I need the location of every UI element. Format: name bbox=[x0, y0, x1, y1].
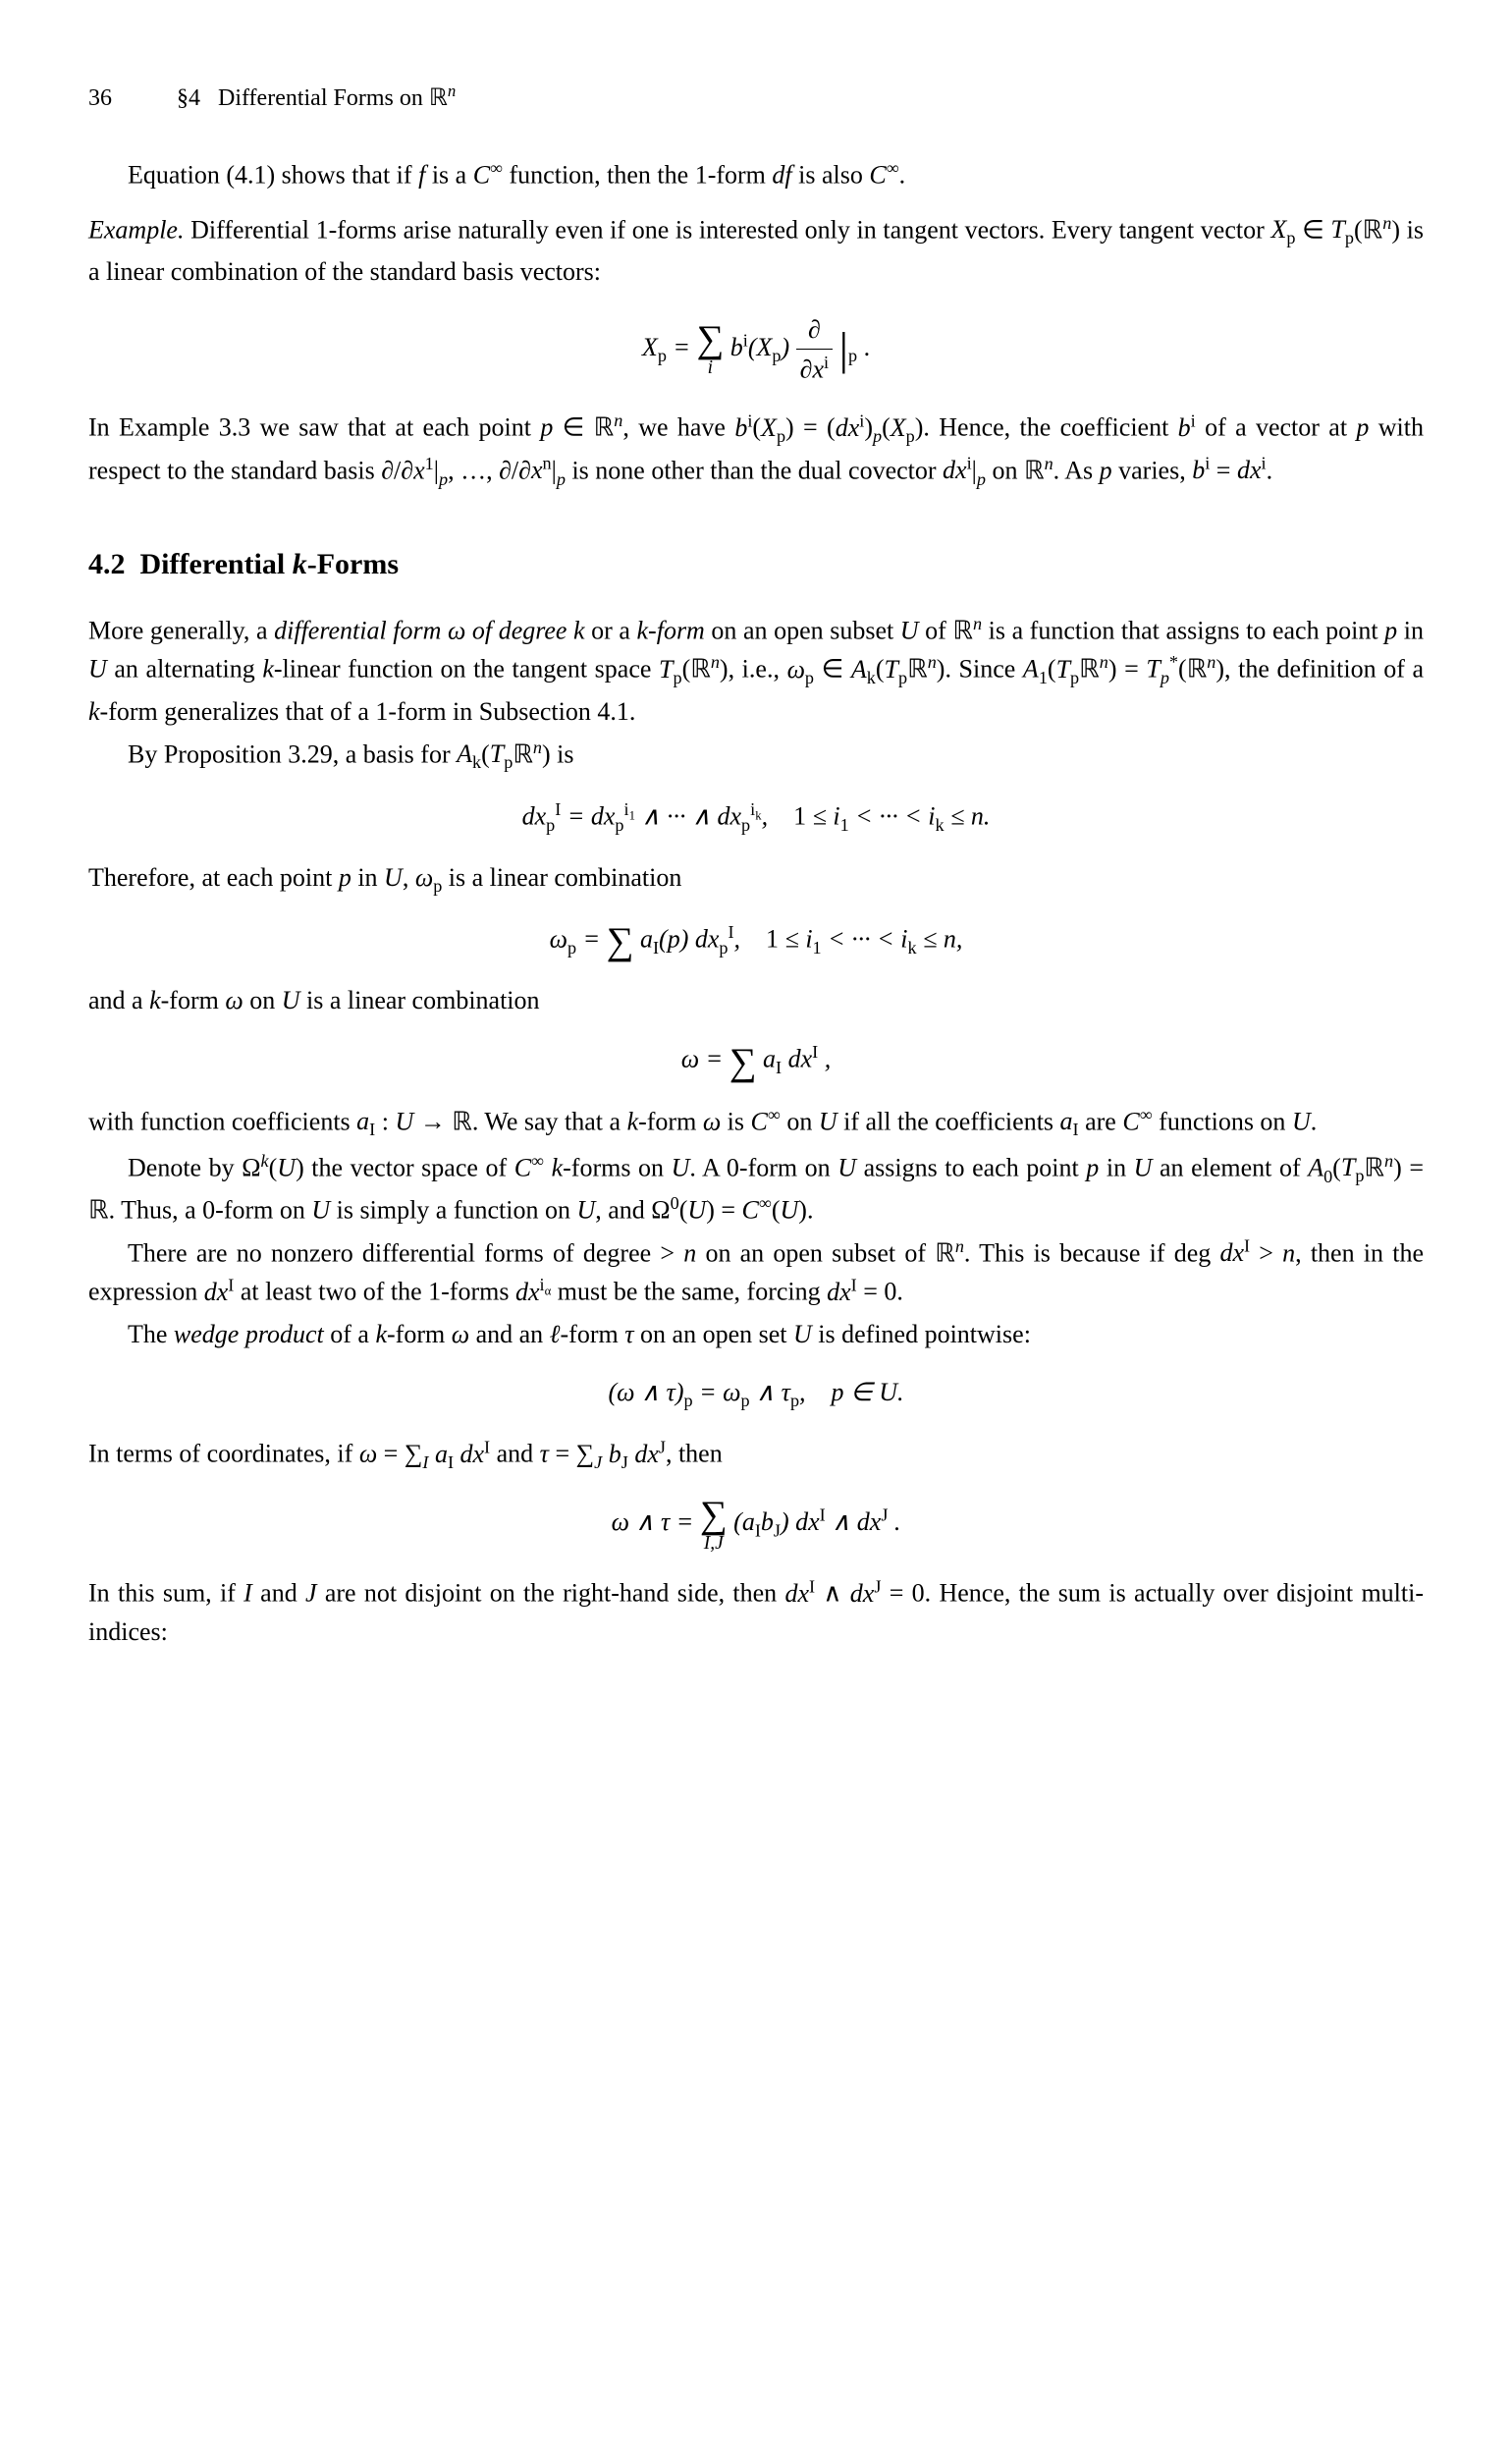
equation-omegap: ωp = ∑ aI(p) dxpI, 1 ≤ i1 < ··· < ik ≤ n… bbox=[88, 919, 1424, 961]
section-header: §4 Differential Forms on ℝn bbox=[177, 85, 456, 111]
paragraph-disjoint: In this sum, if I and J are not disjoint… bbox=[88, 1573, 1424, 1651]
equation-wedge-sum: ω ∧ τ = ∑I,J (aIbJ) dxI ∧ dxJ . bbox=[88, 1496, 1424, 1554]
page-number: 36 bbox=[88, 81, 112, 116]
paragraph-coords: In terms of coordinates, if ω = ∑I aI dx… bbox=[88, 1434, 1424, 1476]
equation-xp-sum: Xp = ∑i bi(Xp) ∂∂xi |p . bbox=[88, 310, 1424, 389]
paragraph-linear-comb: Therefore, at each point p in U, ωp is a… bbox=[88, 858, 1424, 900]
page-header: 36 §4 Differential Forms on ℝn bbox=[88, 79, 1424, 116]
paragraph-example33: In Example 3.3 we saw that at each point… bbox=[88, 408, 1424, 492]
equation-wedge-pointwise: (ω ∧ τ)p = ωp ∧ τp, p ∈ U. bbox=[88, 1373, 1424, 1414]
paragraph-kform-u: and a k-form ω on U is a linear combinat… bbox=[88, 981, 1424, 1019]
equation-basis: dxpI = dxpi1 ∧ ··· ∧ dxpik, 1 ≤ i1 < ···… bbox=[88, 796, 1424, 839]
paragraph-wedge: The wedge product of a k-form ω and an ℓ… bbox=[88, 1315, 1424, 1353]
section-title: 4.2 Differential k-Forms bbox=[88, 542, 1424, 586]
paragraph-nonzero: There are no nonzero differential forms … bbox=[88, 1233, 1424, 1311]
paragraph-def-kform: More generally, a differential form ω of… bbox=[88, 611, 1424, 731]
paragraph-prop329: By Proposition 3.29, a basis for Ak(Tpℝn… bbox=[88, 735, 1424, 777]
equation-omega: ω = ∑ aI dxI , bbox=[88, 1039, 1424, 1081]
paragraph-coeffs: with function coefficients aI : U → ℝ. W… bbox=[88, 1102, 1424, 1144]
example-paragraph: Example. Differential 1-forms arise natu… bbox=[88, 210, 1424, 291]
paragraph-omegak: Denote by Ωk(U) the vector space of C∞ k… bbox=[88, 1148, 1424, 1230]
example-label: Example. bbox=[88, 215, 184, 244]
paragraph-eq41: Equation (4.1) shows that if f is a C∞ f… bbox=[88, 155, 1424, 194]
